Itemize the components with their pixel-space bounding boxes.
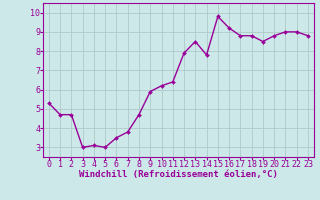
X-axis label: Windchill (Refroidissement éolien,°C): Windchill (Refroidissement éolien,°C): [79, 170, 278, 179]
